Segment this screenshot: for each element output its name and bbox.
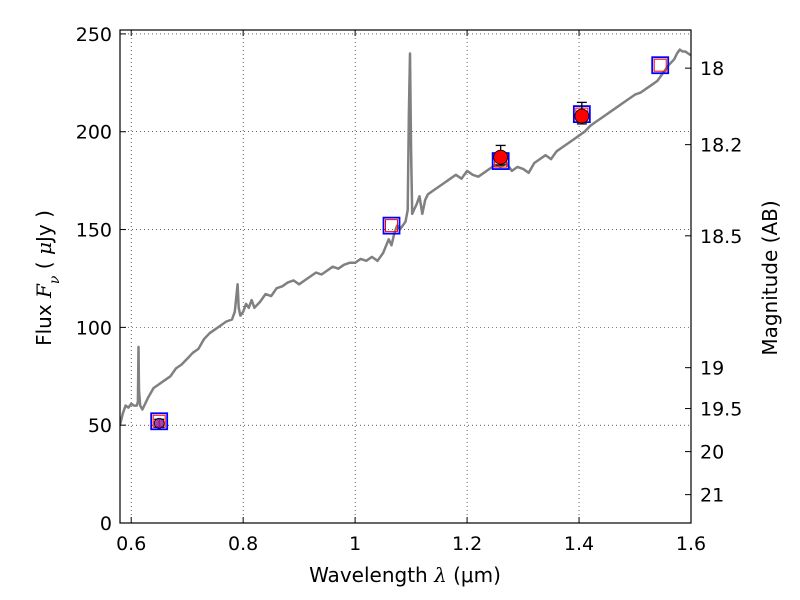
y-axis-label-unit: Jy ) <box>32 210 56 244</box>
synthetic-marker <box>651 56 670 75</box>
y-axis-label-subscript: ν <box>47 275 63 284</box>
x-axis-label-symbol: λ <box>433 563 447 587</box>
synthetic-marker <box>150 412 169 431</box>
x-tick-label: 0.6 <box>116 533 146 555</box>
y-axis-right: 18 18.2 18.5 19.5 20 21 19 <box>685 58 742 507</box>
photometry-point <box>493 149 509 165</box>
y-axis-label-open-paren: ( <box>32 255 56 276</box>
x-tick-label: 0.8 <box>228 533 258 555</box>
right-tick-label: 19.5 <box>700 399 742 421</box>
y-tick-label: 100 <box>76 317 112 339</box>
y-tick-label: 50 <box>88 415 112 437</box>
y-axis-left: 0 50 100 150 200 250 <box>76 24 126 535</box>
series-layer <box>120 48 691 431</box>
right-tick-label: 19 <box>700 358 724 380</box>
synthetic-inner-marker <box>653 58 667 72</box>
x-axis-label-unit: (μm) <box>447 563 501 587</box>
right-tick-label: 20 <box>700 442 724 464</box>
synthetic-inner-marker <box>385 219 399 233</box>
y-axis-label-prefix: Flux <box>32 298 56 346</box>
x-tick-label: 1.4 <box>564 533 594 555</box>
plot-frame <box>119 29 692 524</box>
right-tick-label: 18 <box>700 58 724 80</box>
y-axis-label-symbol: F <box>32 283 56 299</box>
y-tick-label: 0 <box>100 513 112 535</box>
photometry-point <box>153 417 165 429</box>
synthetic-marker <box>382 216 401 235</box>
right-tick-label: 18.5 <box>700 226 742 248</box>
x-axis-label-prefix: Wavelength <box>309 563 434 587</box>
right-tick-label: 18.2 <box>700 135 742 157</box>
x-tick-label: 1.2 <box>452 533 482 555</box>
y-tick-label: 200 <box>76 122 112 144</box>
x-tick-label: 1 <box>349 533 361 555</box>
x-axis: 0.6 0.8 1 1.2 1.4 1.6 <box>116 30 706 555</box>
photometry-point <box>574 108 590 124</box>
y-tick-label: 150 <box>76 220 112 242</box>
y-axis-label: Flux Fν ( μJy ) <box>32 210 63 346</box>
y-axis-label-mu: μ <box>32 242 56 255</box>
right-axis-label: Magnitude (AB) <box>758 200 782 355</box>
right-tick-label: 21 <box>700 485 724 507</box>
x-axis-label: Wavelength λ (μm) <box>309 563 501 587</box>
x-tick-label: 1.6 <box>676 533 706 555</box>
y-tick-label: 250 <box>76 24 112 46</box>
